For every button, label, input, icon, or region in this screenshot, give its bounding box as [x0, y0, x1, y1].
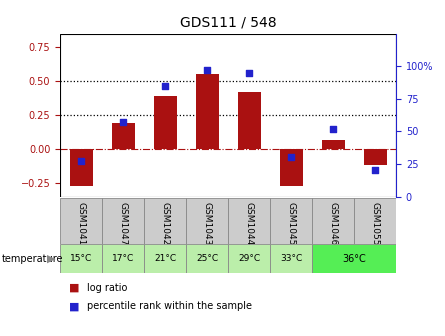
Bar — [112, 123, 135, 149]
Text: 36°C: 36°C — [342, 254, 366, 263]
Point — [246, 70, 253, 75]
Point — [120, 120, 127, 125]
Bar — [354, 198, 396, 244]
Bar — [186, 244, 228, 273]
Bar — [270, 244, 312, 273]
Bar — [321, 139, 344, 149]
Text: GSM1045: GSM1045 — [287, 202, 295, 245]
Bar — [238, 92, 261, 149]
Point — [372, 168, 379, 173]
Text: GSM1042: GSM1042 — [161, 202, 170, 245]
Bar — [102, 244, 144, 273]
Text: percentile rank within the sample: percentile rank within the sample — [87, 301, 252, 311]
Point — [203, 68, 210, 73]
Bar — [144, 244, 186, 273]
Point — [162, 83, 169, 88]
Bar — [60, 34, 396, 197]
Point — [329, 126, 336, 131]
Text: 33°C: 33°C — [280, 254, 302, 263]
Text: 21°C: 21°C — [154, 254, 176, 263]
Title: GDS111 / 548: GDS111 / 548 — [180, 16, 276, 30]
Text: GSM1043: GSM1043 — [202, 202, 211, 245]
Text: 29°C: 29°C — [238, 254, 260, 263]
Bar — [364, 149, 387, 165]
Bar — [270, 198, 312, 244]
Text: temperature: temperature — [2, 254, 64, 263]
Text: 15°C: 15°C — [70, 254, 92, 263]
Point — [77, 159, 85, 164]
Bar — [312, 244, 396, 273]
Text: 17°C: 17°C — [112, 254, 134, 263]
Text: 25°C: 25°C — [196, 254, 218, 263]
Text: ■: ■ — [69, 283, 80, 293]
Text: ■: ■ — [69, 301, 80, 311]
Bar — [69, 149, 93, 186]
Bar — [228, 244, 270, 273]
Bar — [279, 149, 303, 186]
Bar — [144, 198, 186, 244]
Point — [287, 155, 295, 160]
Text: GSM1047: GSM1047 — [118, 202, 128, 245]
Bar — [60, 244, 102, 273]
Text: GSM1044: GSM1044 — [245, 202, 254, 245]
Bar — [154, 96, 177, 149]
Bar — [312, 198, 354, 244]
Text: ▶: ▶ — [47, 254, 56, 263]
Text: GSM1041: GSM1041 — [77, 202, 85, 245]
Bar — [102, 198, 144, 244]
Bar — [186, 198, 228, 244]
Bar — [195, 74, 218, 149]
Bar — [228, 198, 270, 244]
Text: GSM1046: GSM1046 — [328, 202, 338, 245]
Bar — [60, 198, 102, 244]
Text: log ratio: log ratio — [87, 283, 127, 293]
Text: GSM1055: GSM1055 — [371, 202, 380, 245]
